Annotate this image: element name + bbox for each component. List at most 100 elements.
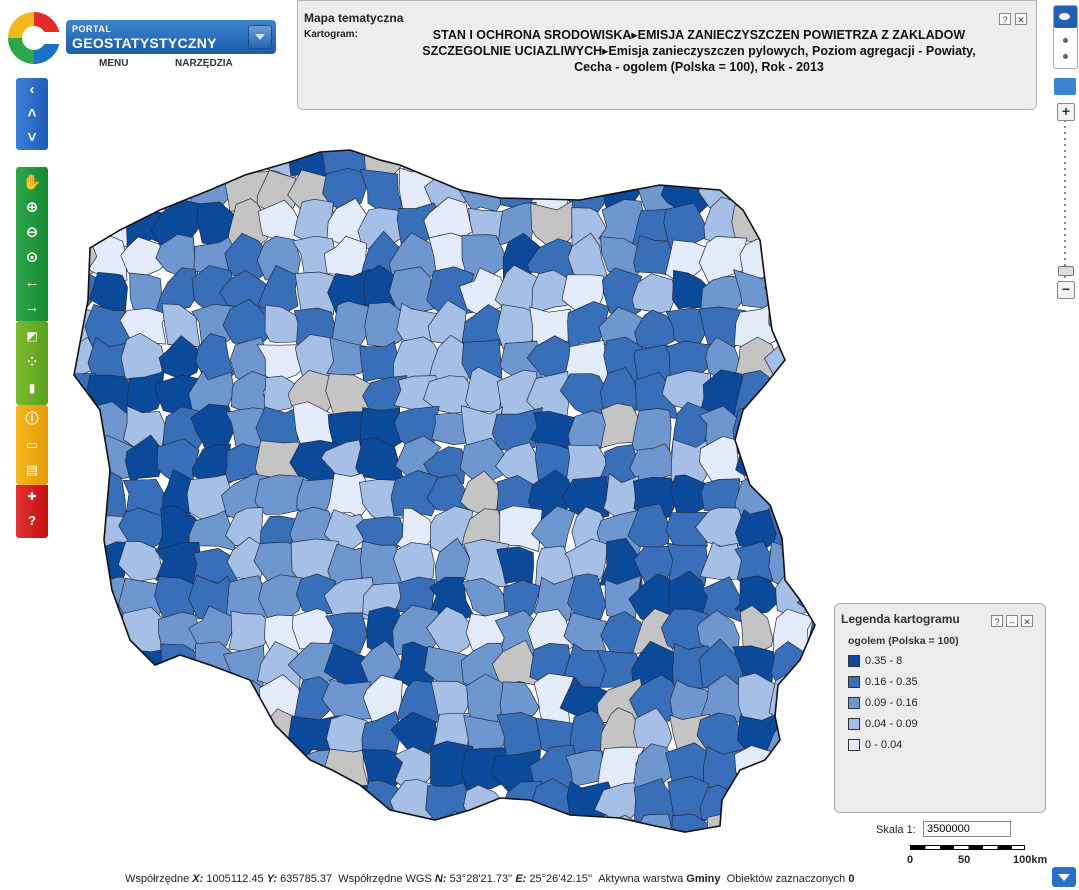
info-icon[interactable]: ⓘ [25, 411, 39, 426]
select-rectangle-icon[interactable]: ▭ [25, 437, 39, 452]
district-region[interactable] [734, 745, 781, 790]
map-style-icon[interactable]: ◩ [26, 329, 38, 343]
district-region[interactable] [91, 647, 134, 696]
district-region[interactable] [762, 815, 815, 840]
district-region[interactable] [151, 745, 202, 794]
district-region[interactable] [800, 308, 830, 354]
district-region[interactable] [288, 781, 332, 830]
district-region[interactable] [152, 817, 200, 840]
district-region[interactable] [194, 714, 236, 757]
district-region[interactable] [802, 808, 830, 840]
district-region[interactable] [465, 815, 509, 841]
district-region[interactable] [359, 168, 406, 215]
district-region[interactable] [60, 710, 100, 755]
choropleth-map[interactable] [60, 120, 830, 840]
district-region[interactable] [765, 439, 815, 483]
district-region[interactable] [801, 748, 831, 794]
district-region[interactable] [328, 816, 378, 840]
district-region[interactable] [122, 172, 171, 211]
layer-dot-icon[interactable] [1063, 54, 1068, 59]
district-region[interactable] [763, 164, 812, 212]
district-region[interactable] [627, 503, 671, 548]
district-region[interactable] [699, 576, 745, 623]
district-region[interactable] [798, 480, 830, 520]
district-region[interactable] [258, 574, 306, 625]
legend-help-button[interactable]: ? [991, 615, 1003, 627]
district-region[interactable] [564, 130, 612, 181]
district-region[interactable] [530, 200, 575, 253]
district-region[interactable] [331, 300, 376, 350]
district-region[interactable] [767, 778, 818, 824]
portal-dropdown-button[interactable] [248, 25, 272, 49]
district-region[interactable] [60, 473, 99, 513]
district-region[interactable] [154, 775, 198, 828]
district-region[interactable] [694, 133, 739, 185]
district-region[interactable] [732, 405, 786, 457]
district-region[interactable] [764, 234, 808, 283]
district-region[interactable] [122, 682, 166, 723]
district-region[interactable] [157, 712, 203, 759]
district-region[interactable] [61, 647, 98, 688]
district-region[interactable] [364, 301, 411, 348]
district-region[interactable] [771, 472, 814, 520]
district-region[interactable] [122, 780, 171, 826]
district-region[interactable] [628, 674, 684, 725]
statistics-icon[interactable]: ⁘ [26, 355, 38, 369]
district-region[interactable] [61, 437, 97, 485]
district-region[interactable] [735, 167, 774, 212]
district-region[interactable] [191, 812, 235, 840]
print-icon[interactable]: ▤ [25, 462, 39, 477]
legend-minimize-button[interactable]: – [1006, 615, 1018, 627]
district-region[interactable] [390, 470, 443, 517]
district-region[interactable] [60, 786, 97, 827]
district-region[interactable] [127, 371, 165, 414]
district-region[interactable] [426, 606, 477, 662]
uk-flag-icon[interactable]: ✚ [27, 491, 37, 503]
district-region[interactable] [189, 131, 240, 181]
district-region[interactable] [604, 574, 642, 620]
district-region[interactable] [600, 139, 645, 178]
district-region[interactable] [60, 508, 101, 552]
district-region[interactable] [125, 134, 165, 184]
district-region[interactable] [227, 781, 271, 820]
zoom-slider-track[interactable] [1064, 120, 1066, 280]
district-region[interactable] [93, 748, 138, 795]
district-region[interactable] [87, 675, 139, 727]
district-region[interactable] [61, 610, 105, 652]
powiaty-regions[interactable] [60, 130, 830, 840]
district-region[interactable] [256, 344, 307, 384]
district-region[interactable] [190, 684, 242, 725]
district-region[interactable] [803, 542, 831, 587]
district-region[interactable] [120, 708, 168, 752]
menu-link[interactable]: MENU [99, 58, 129, 69]
district-region[interactable] [195, 333, 235, 388]
district-region[interactable] [429, 134, 476, 181]
district-region[interactable] [670, 474, 708, 520]
district-region[interactable] [60, 677, 100, 720]
district-region[interactable] [730, 779, 779, 827]
bar-chart-icon[interactable]: ▮ [28, 381, 36, 395]
pan-hand-icon[interactable]: ✋ [22, 174, 42, 191]
magnifier-icon[interactable] [1054, 78, 1076, 95]
district-region[interactable] [90, 779, 129, 824]
district-region[interactable] [60, 205, 98, 248]
district-region[interactable] [326, 337, 370, 377]
district-region[interactable] [363, 814, 405, 840]
district-region[interactable] [732, 815, 782, 840]
next-view-icon[interactable]: → [24, 299, 40, 316]
district-region[interactable] [771, 372, 814, 421]
district-region[interactable] [491, 407, 544, 452]
expand-down-button[interactable] [1052, 867, 1076, 887]
district-region[interactable] [492, 134, 541, 180]
district-region[interactable] [259, 747, 307, 791]
district-region[interactable] [562, 476, 610, 522]
district-region[interactable] [295, 573, 337, 615]
district-region[interactable] [498, 810, 547, 840]
district-region[interactable] [800, 784, 830, 825]
district-region[interactable] [95, 169, 128, 213]
district-region[interactable] [797, 409, 830, 454]
district-region[interactable] [220, 818, 267, 840]
district-region[interactable] [738, 137, 780, 185]
district-region[interactable] [289, 810, 339, 840]
district-region[interactable] [630, 134, 683, 184]
